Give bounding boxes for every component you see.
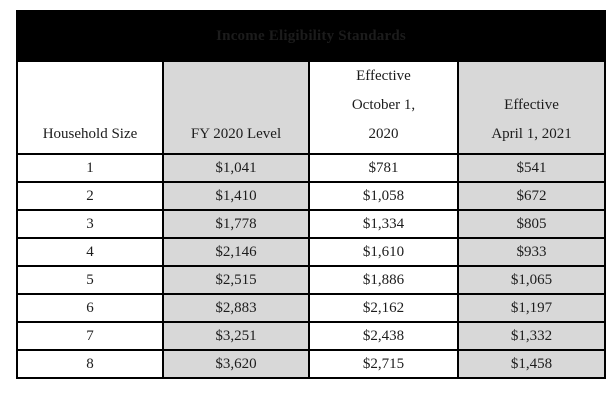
table-cell: 6 <box>16 293 164 323</box>
table-row: 8 $3,620 $2,715 $1,458 <box>16 349 607 379</box>
header-row: Household Size FY 2020 Level Effective Octo… <box>16 60 607 155</box>
table-cell: $3,620 <box>162 349 310 379</box>
table-cell: $2,146 <box>162 237 310 267</box>
table-cell: $1,886 <box>308 265 459 295</box>
income-eligibility-table: Income Eligibility Standards Household S… <box>15 10 607 379</box>
table-cell: $1,610 <box>308 237 459 267</box>
table-cell: $1,778 <box>162 209 310 239</box>
column-header-line: Household Size <box>42 126 138 142</box>
table-cell: $2,883 <box>162 293 310 323</box>
table-cell: 4 <box>16 237 164 267</box>
table-cell: $1,410 <box>162 181 310 211</box>
document-page: Income Eligibility Standards Household S… <box>15 10 607 379</box>
table-cell: $1,041 <box>162 153 310 183</box>
table-cell: $1,197 <box>456 293 607 323</box>
table-cell: $1,458 <box>456 349 607 379</box>
table-cell: $1,058 <box>308 181 459 211</box>
table-cell: $933 <box>456 237 607 267</box>
table-cell: $2,515 <box>162 265 310 295</box>
column-header-line: FY 2020 Level <box>190 126 282 142</box>
column-header-line: Effective <box>504 97 559 113</box>
table-cell: 1 <box>16 153 164 183</box>
column-header-line: 2020 <box>368 126 399 142</box>
table-title: Income Eligibility Standards <box>15 10 607 62</box>
table-cell: $781 <box>308 153 459 183</box>
table-cell: $2,438 <box>308 321 459 351</box>
table-row: 1 $1,041 $781 $541 <box>16 153 607 183</box>
column-header-line: April 1, 2021 <box>491 126 572 142</box>
table-cell: 5 <box>16 265 164 295</box>
table-cell: 8 <box>16 349 164 379</box>
table-row: 7 $3,251 $2,438 $1,332 <box>16 321 607 351</box>
table-row: 5 $2,515 $1,886 $1,065 <box>16 265 607 295</box>
table-cell: $2,715 <box>308 349 459 379</box>
table-cell: $1,065 <box>456 265 607 295</box>
column-header: Effective April 1, 2021 <box>456 60 607 155</box>
table-cell: $3,251 <box>162 321 310 351</box>
table-row: 3 $1,778 $1,334 $805 <box>16 209 607 239</box>
table-row: 6 $2,883 $2,162 $1,197 <box>16 293 607 323</box>
column-header-line: October 1, <box>351 97 416 113</box>
table-cell: $672 <box>456 181 607 211</box>
table-cell: $541 <box>456 153 607 183</box>
table-cell: 3 <box>16 209 164 239</box>
table-cell: $1,334 <box>308 209 459 239</box>
table-cell: 2 <box>16 181 164 211</box>
column-header-line: Effective <box>356 68 411 84</box>
column-header: Effective October 1, 2020 <box>308 60 459 155</box>
table-cell: $2,162 <box>308 293 459 323</box>
table-cell: 7 <box>16 321 164 351</box>
table-row: 2 $1,410 $1,058 $672 <box>16 181 607 211</box>
income-table-body: Income Eligibility Standards Household S… <box>15 10 607 379</box>
table-cell: $805 <box>456 209 607 239</box>
column-header: FY 2020 Level <box>162 60 310 155</box>
table-row: 4 $2,146 $1,610 $933 <box>16 237 607 267</box>
table-cell: $1,332 <box>456 321 607 351</box>
title-row: Income Eligibility Standards <box>15 10 607 62</box>
column-header: Household Size <box>16 60 164 155</box>
